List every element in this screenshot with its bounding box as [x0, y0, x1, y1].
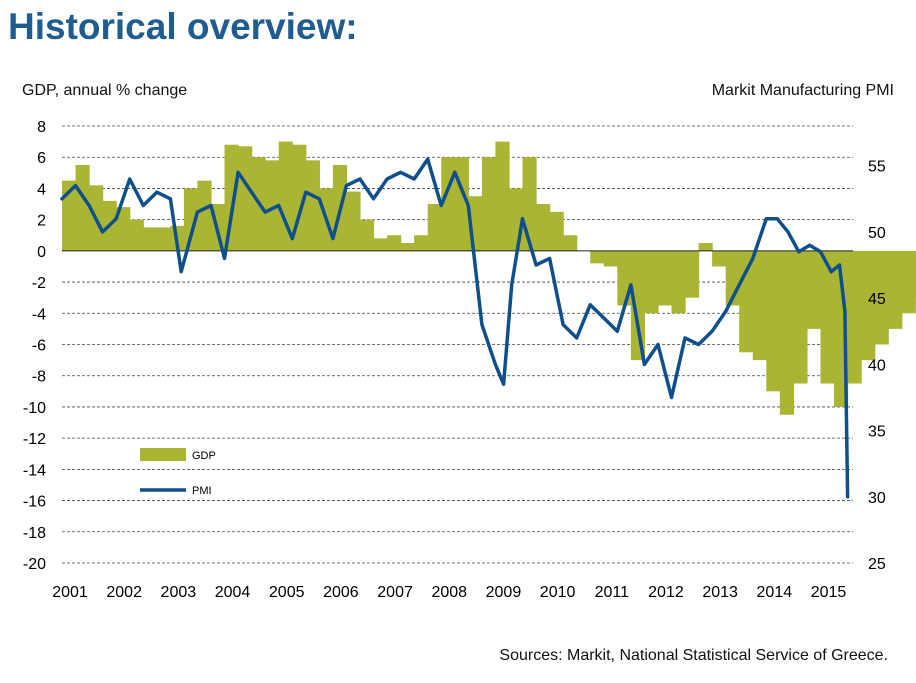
left-tick-label: -2 [32, 275, 46, 292]
gdp-bar [888, 250, 903, 329]
gdp-bar [901, 250, 916, 314]
gdp-bar [238, 146, 253, 251]
gdp-bar [874, 250, 889, 345]
right-tick-label: 40 [868, 357, 886, 374]
right-tick-label: 35 [868, 424, 886, 441]
x-tick-label: 2014 [757, 584, 793, 601]
x-tick-label: 2002 [106, 584, 142, 601]
gdp-bar [278, 141, 293, 251]
gdp-bar [414, 235, 429, 251]
left-tick-label: -6 [32, 338, 46, 355]
right-axis-title: Markit Manufacturing PMI [711, 82, 894, 99]
gdp-bar [779, 250, 795, 415]
gdp-bar [387, 235, 402, 251]
gdp-bars [62, 141, 916, 415]
gdp-bar [617, 250, 632, 306]
legend: GDP PMI [140, 448, 216, 497]
right-axis-ticks: 55 50 45 40 35 30 25 [868, 159, 886, 573]
gdp-bar [197, 180, 212, 251]
pmi-line [60, 157, 850, 499]
gdp-bar [563, 235, 578, 251]
right-tick-label: 50 [868, 225, 886, 242]
sources-note: Sources: Markit, National Statistical Se… [499, 647, 888, 664]
left-tick-label: -14 [23, 462, 46, 479]
right-tick-label: 25 [868, 556, 886, 573]
left-tick-label: 8 [37, 119, 46, 136]
x-tick-label: 2010 [540, 584, 576, 601]
gdp-bar [590, 250, 605, 264]
gdp-bar [359, 219, 375, 251]
x-tick-label: 2003 [161, 584, 197, 601]
gdp-bar [373, 238, 388, 251]
left-axis-ticks: 8 6 4 2 0 -2 -4 -6 -8 -10 -12 -14 -16 -18 -20 [23, 119, 46, 573]
left-tick-label: 2 [37, 213, 46, 230]
gdp-bar [265, 160, 280, 251]
gdp-bar [739, 250, 754, 353]
left-tick-label: 0 [37, 244, 46, 261]
x-tick-label: 2015 [811, 584, 847, 601]
gdp-bar [847, 250, 862, 384]
right-tick-label: 45 [868, 291, 886, 308]
gdp-bar [116, 207, 131, 251]
x-tick-label: 2004 [215, 584, 251, 601]
gdp-bar [712, 250, 727, 267]
gdp-bar [305, 160, 320, 251]
left-tick-label: -20 [23, 556, 46, 573]
x-tick-label: 2007 [377, 584, 413, 601]
gdp-bar [481, 157, 497, 251]
gdp-bar [224, 144, 239, 251]
pmi-line-group [60, 157, 850, 499]
left-axis-title: GDP, annual % change [22, 82, 188, 99]
left-tick-label: -8 [32, 369, 46, 386]
x-tick-label: 2011 [595, 584, 630, 601]
gdp-bar [671, 250, 686, 314]
gdp-bar [861, 250, 876, 361]
left-tick-label: -4 [32, 306, 46, 323]
gdp-bar [75, 165, 90, 251]
gdp-bar [630, 250, 646, 361]
left-tick-label: 6 [37, 150, 46, 167]
x-tick-label: 2001 [52, 584, 88, 601]
legend-pmi-label: PMI [192, 485, 212, 497]
gdp-bar [793, 250, 808, 384]
right-tick-label: 55 [868, 159, 886, 176]
gdp-bar [346, 191, 361, 251]
gdp-bar [427, 204, 442, 251]
x-tick-label: 2008 [431, 584, 467, 601]
gdp-bar [400, 243, 415, 251]
gdp-bar [183, 188, 199, 251]
gdp-bar [657, 250, 673, 306]
x-tick-label: 2013 [702, 584, 738, 601]
legend-gdp-swatch [140, 448, 186, 461]
gdp-bar [766, 250, 781, 392]
x-tick-label: 2006 [323, 584, 359, 601]
gdp-bar [143, 227, 158, 251]
gdp-bar [495, 141, 510, 251]
left-tick-label: -16 [23, 494, 46, 511]
gdp-bar [698, 243, 713, 251]
x-axis-ticks: 2001 2002 2003 2004 2005 2006 2007 2008 2009 2010… [52, 584, 846, 601]
gdp-bar [156, 227, 171, 251]
right-tick-label: 30 [868, 490, 886, 507]
legend-gdp-label: GDP [192, 450, 216, 462]
left-tick-label: -18 [23, 525, 46, 542]
left-tick-label: 4 [37, 181, 46, 198]
page-title: Historical overview: [8, 6, 358, 47]
gdp-bar [752, 250, 767, 361]
gdp-bar [603, 250, 618, 267]
x-tick-label: 2009 [486, 584, 522, 601]
gdp-bar [536, 204, 551, 251]
gdp-bar [685, 250, 700, 298]
gdp-bar [549, 211, 564, 251]
gdp-bar [129, 219, 144, 251]
gdp-bar [644, 250, 659, 314]
x-tick-label: 2012 [648, 584, 684, 601]
gdp-bar [806, 250, 822, 329]
x-tick-label: 2005 [269, 584, 305, 601]
left-tick-label: -10 [23, 400, 46, 417]
gdp-bar [62, 180, 77, 251]
gdp-bar [820, 250, 835, 384]
left-tick-label: -12 [23, 431, 46, 448]
